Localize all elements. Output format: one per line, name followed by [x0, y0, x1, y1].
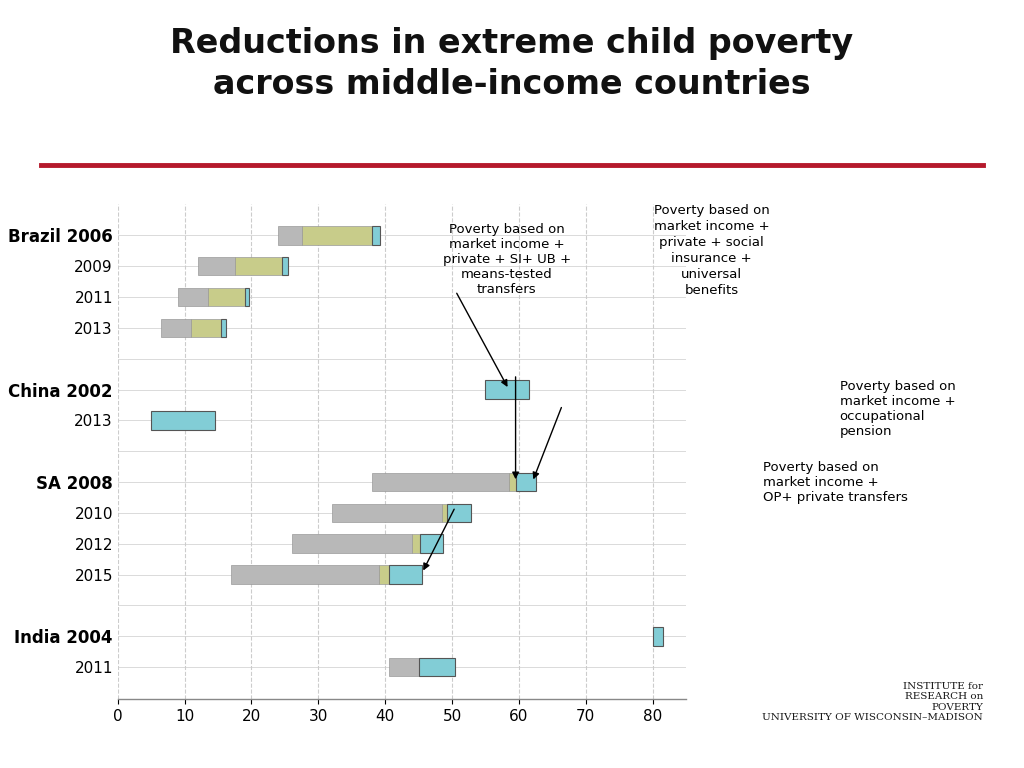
Bar [388, 565, 422, 584]
Text: Poverty based on
market income +
OP+ private transfers: Poverty based on market income + OP+ pri… [763, 461, 907, 504]
Bar [279, 226, 302, 244]
Bar [161, 319, 191, 337]
Text: Reductions in extreme child poverty
across middle-income countries: Reductions in extreme child poverty acro… [170, 27, 854, 101]
Bar [231, 565, 379, 584]
Bar [379, 565, 388, 584]
Bar [419, 658, 456, 677]
Bar [191, 319, 221, 337]
Bar [282, 257, 288, 276]
Bar [509, 473, 515, 492]
Text: Poverty based on
market income +
occupational
pension: Poverty based on market income + occupat… [840, 380, 955, 439]
Bar [420, 535, 443, 553]
Text: Poverty based on
market income +
private + SI+ UB +
means-tested
transfers: Poverty based on market income + private… [442, 223, 571, 296]
Bar [208, 288, 245, 306]
Bar [292, 535, 412, 553]
Bar [516, 473, 536, 492]
Bar [152, 411, 215, 429]
Bar [234, 257, 282, 276]
Bar [221, 319, 226, 337]
Bar [332, 504, 442, 522]
Bar [372, 473, 509, 492]
Bar [485, 380, 529, 399]
Bar [652, 627, 663, 646]
Bar [245, 288, 250, 306]
Bar [178, 288, 208, 306]
Bar [442, 504, 447, 522]
Bar [388, 658, 419, 677]
Text: Poverty based on
market income +
private + social
insurance +
universal
benefits: Poverty based on market income + private… [653, 204, 770, 296]
Bar [302, 226, 372, 244]
Bar [447, 504, 471, 522]
Bar [372, 226, 380, 244]
Text: INSTITUTE for
RESEARCH on
POVERTY
UNIVERSITY OF WISCONSIN–MADISON: INSTITUTE for RESEARCH on POVERTY UNIVER… [762, 682, 983, 722]
Bar [198, 257, 234, 276]
Bar [412, 535, 420, 553]
